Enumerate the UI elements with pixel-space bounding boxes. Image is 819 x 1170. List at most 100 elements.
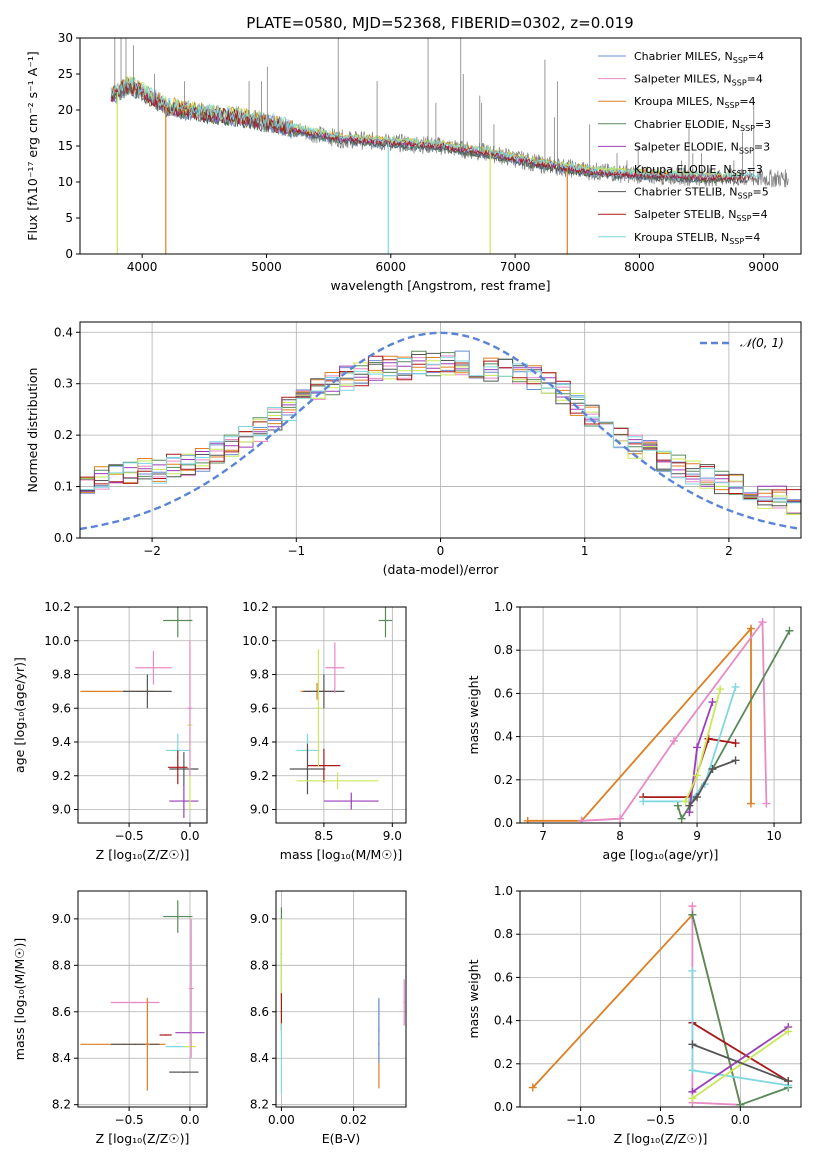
legend-subscript: SSP [724, 101, 739, 110]
mass-vs-metallicity-panel: −0.5 0.0 8.2 8.4 8.6 8.8 9.0 Z [log₁₀(Z/Z☉)] mas… [12, 890, 208, 1146]
y-tick-label: 8.8 [250, 958, 269, 972]
legend-text: Chabrier STELIB, N [634, 186, 738, 199]
grid-lines [78, 606, 207, 823]
point-marker [378, 1029, 380, 1032]
point-marker [189, 1045, 191, 1048]
model-spectrum-chabrier-miles [110, 82, 702, 184]
y-tick-label: 15 [58, 139, 73, 153]
model-spectrum-salpeter-miles [110, 80, 710, 181]
point-marker [189, 707, 191, 710]
y-tick-label: 0.1 [54, 480, 73, 494]
plot-area [528, 902, 793, 1107]
legend-text: Kroupa STELIB, N [634, 231, 729, 244]
mass-weight-line-chabrier-elodie [676, 630, 791, 821]
y-tick-label: 8.6 [250, 1005, 269, 1019]
x-axis-label: mass [log₁₀(M/M☉)] [280, 847, 402, 862]
x-tick-label: 1 [581, 544, 589, 558]
plus-marker [693, 771, 702, 780]
point-marker [280, 976, 283, 978]
plus-marker [731, 756, 740, 765]
mass-weight-line-kroupa-elodie [691, 1030, 789, 1100]
legend-subscript: SSP [732, 169, 747, 178]
plus-marker [708, 698, 717, 707]
axes-frame [275, 890, 407, 1108]
x-tick-label: −0.5 [115, 829, 144, 843]
model-spectrum-kroupa-miles [110, 76, 717, 179]
y-tick-label: 10.0 [44, 634, 71, 648]
plus-marker [704, 734, 713, 743]
data-point [169, 1071, 199, 1073]
data-point [175, 1031, 205, 1034]
data-point [163, 900, 193, 933]
y-tick-label: 9.0 [250, 912, 269, 926]
legend-text: Salpeter ELODIE, N [634, 140, 739, 153]
grid-lines [520, 890, 801, 1108]
plus-marker [577, 816, 586, 823]
point-marker [189, 1031, 191, 1034]
plus-marker [693, 793, 702, 802]
x-tick-label: 9 [693, 829, 701, 843]
axes: −2 −1 0 1 2 0.0 0.1 0.2 0.3 0.4 (data-model)/error… [25, 321, 802, 577]
point-marker [323, 764, 325, 767]
legend-text: Kroupa MILES, N [634, 95, 724, 108]
legend-text: Salpeter STELIB, N [634, 208, 736, 221]
point-marker [183, 800, 185, 802]
legend-label: Chabrier STELIB, NSSP=5 [634, 186, 769, 201]
plus-marker [688, 1094, 697, 1103]
plus-marker [746, 799, 755, 808]
y-tick-label: 0.0 [494, 816, 513, 830]
legend-label: Salpeter STELIB, NSSP=4 [634, 208, 768, 223]
y-axis-label: mass weight [466, 959, 481, 1038]
plus-marker [616, 814, 625, 823]
y-tick-label: 20 [58, 103, 73, 117]
data-point [378, 997, 380, 1063]
plus-marker [688, 902, 697, 911]
axes: −1.0 −0.5 0.0 0.0 0.2 0.4 0.6 0.8 1.0 Z [log₁₀(Z/… [466, 884, 802, 1146]
point-marker [336, 780, 339, 782]
x-tick-label: −1 [287, 544, 305, 558]
y-tick-label: 9.6 [250, 701, 269, 715]
data-point [135, 650, 172, 685]
plot-area [80, 607, 199, 818]
y-tick-label: 9.2 [52, 769, 71, 783]
point-marker [384, 619, 387, 622]
x-tick-label: 0.00 [268, 1113, 295, 1127]
age-vs-mass-panel: 8.5 9.0 9.0 9.2 9.4 9.6 9.8 10.0 10.2 mass [log₁₀… [242, 600, 407, 862]
data-point [169, 752, 199, 786]
x-axis-label: Z [log₁₀(Z/Z☉)] [96, 847, 190, 862]
legend-subscript: SSP [729, 237, 744, 246]
y-tick-label: 0.3 [54, 377, 73, 391]
y-tick-label: 9.4 [52, 735, 71, 749]
plus-marker [677, 814, 686, 823]
plus-marker [688, 1040, 697, 1049]
legend-subscript: SSP [738, 192, 753, 201]
legend-suffix: =3 [747, 163, 763, 176]
y-tick-label: 0.0 [494, 1100, 513, 1114]
y-tick-label: 9.8 [250, 668, 269, 682]
data-point [188, 918, 194, 1059]
y-tick-label: 25 [58, 67, 73, 81]
y-tick-label: 0.6 [494, 970, 513, 984]
x-tick-label: −0.5 [115, 1113, 144, 1127]
legend-suffix: =4 [739, 95, 755, 108]
y-tick-label: 0.8 [494, 643, 513, 657]
y-tick-label: 0.2 [494, 1057, 513, 1071]
x-tick-label: −0.5 [646, 1113, 675, 1127]
data-point [144, 997, 150, 1091]
plus-marker [688, 966, 697, 975]
x-tick-label: 2 [725, 544, 733, 558]
mass-weight-line-chabrier-stelib [688, 759, 736, 807]
x-tick-label: 4000 [127, 260, 158, 274]
legend-label: Salpeter ELODIE, NSSP=3 [634, 140, 770, 155]
legend-suffix: =3 [754, 140, 770, 153]
data-point [307, 748, 341, 783]
histogram-kroupa-stelib [80, 356, 801, 504]
mass-weight-line-salpeter-elodie [688, 701, 714, 813]
data-point [183, 1045, 197, 1048]
point-marker [176, 766, 179, 769]
spectrum-panel: 4000 5000 6000 7000 8000 9000 0 5 10 15 20 25 30 wave… [25, 31, 802, 293]
data-point [303, 674, 345, 709]
plus-marker [523, 816, 532, 823]
